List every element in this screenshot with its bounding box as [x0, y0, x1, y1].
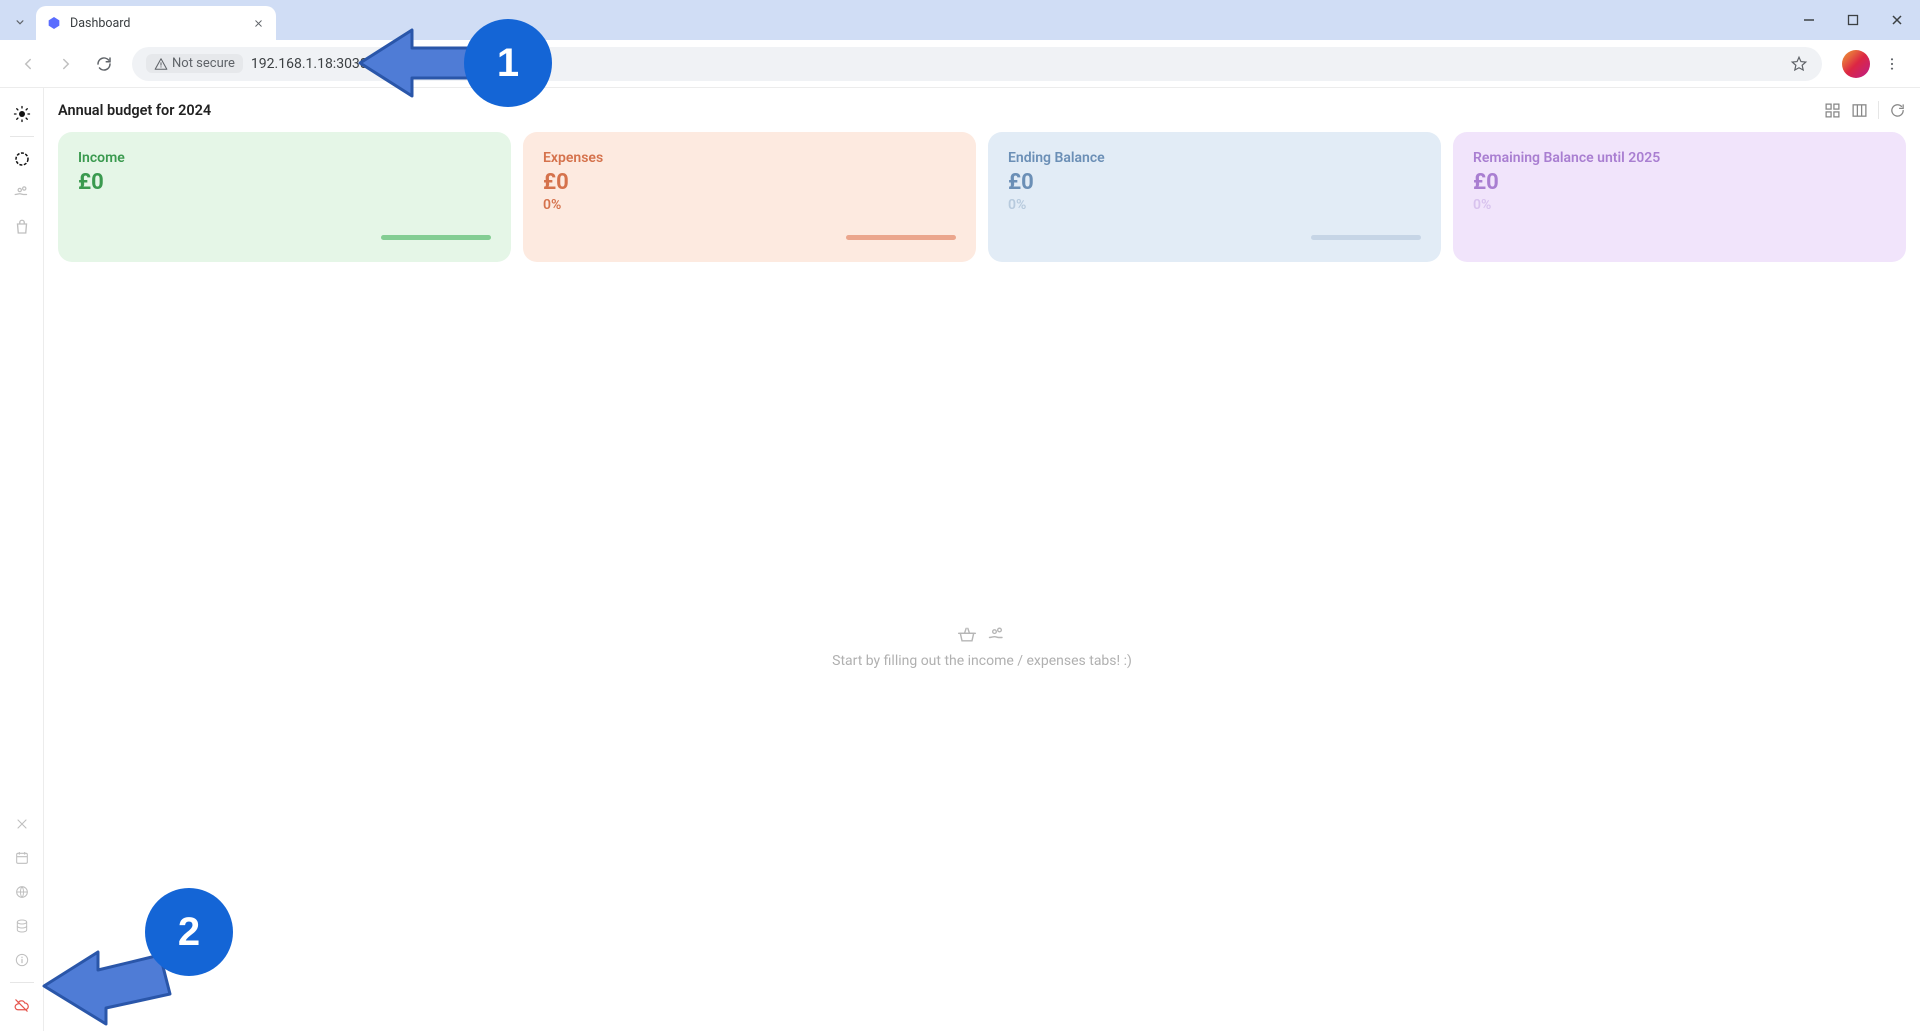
arrow-right-icon — [57, 55, 75, 73]
cloud-off-icon — [13, 997, 30, 1014]
card-progress-bar — [846, 235, 956, 240]
tabs-dropdown-button[interactable] — [8, 10, 32, 34]
warning-icon — [154, 57, 168, 71]
card-value: £0 — [543, 170, 956, 195]
tools-icon — [14, 816, 30, 832]
empty-state-text: Start by filling out the income / expens… — [832, 653, 1132, 669]
summary-card[interactable]: Income £0 — [58, 132, 511, 262]
window-close-button[interactable] — [1880, 6, 1914, 34]
empty-state: Start by filling out the income / expens… — [44, 262, 1920, 1031]
arrow-left-icon — [19, 55, 37, 73]
summary-card[interactable]: Ending Balance £0 0% — [988, 132, 1441, 262]
sidebar-item-tools[interactable] — [6, 808, 38, 840]
browser-menu-button[interactable] — [1876, 48, 1908, 80]
reload-icon — [95, 55, 113, 73]
sidebar-item-expenses[interactable] — [6, 211, 38, 243]
card-title: Ending Balance — [1008, 150, 1421, 166]
url-text: 192.168.1.18:3030 — [251, 56, 368, 72]
sidebar-divider — [10, 982, 34, 983]
tab-close-button[interactable] — [250, 15, 266, 31]
view-switcher — [1824, 101, 1906, 119]
columns-icon — [1851, 102, 1868, 119]
back-button[interactable] — [12, 48, 44, 80]
empty-state-icons — [957, 625, 1007, 645]
app-root: Annual budget for 2024 Income £0 Expenses £… — [0, 88, 1920, 1031]
summary-card[interactable]: Remaining Balance until 2025 £0 0% — [1453, 132, 1906, 262]
favicon-icon — [46, 15, 62, 31]
globe-icon — [14, 884, 30, 900]
close-icon — [253, 18, 264, 29]
divider — [1878, 101, 1879, 119]
sidebar-item-income[interactable] — [6, 177, 38, 209]
browser-tab[interactable]: Dashboard — [36, 6, 276, 40]
sidebar — [0, 88, 44, 1031]
info-icon — [14, 952, 30, 968]
security-badge[interactable]: Not secure — [146, 54, 243, 73]
card-progress-bar — [381, 235, 491, 240]
page-title: Annual budget for 2024 — [58, 102, 211, 119]
window-minimize-button[interactable] — [1792, 6, 1826, 34]
address-bar[interactable]: Not secure 192.168.1.18:3030 — [132, 47, 1822, 81]
sidebar-divider — [10, 136, 34, 137]
refresh-button[interactable] — [1889, 102, 1906, 119]
security-label: Not secure — [172, 56, 235, 71]
chevron-down-icon — [13, 15, 27, 29]
dashboard-icon — [13, 150, 31, 168]
sidebar-item-data[interactable] — [6, 910, 38, 942]
hand-coins-icon — [987, 625, 1007, 645]
browser-tab-strip: Dashboard — [0, 0, 1920, 40]
browser-toolbar: Not secure 192.168.1.18:3030 — [0, 40, 1920, 88]
sidebar-item-dashboard[interactable] — [6, 143, 38, 175]
view-grid-button[interactable] — [1824, 102, 1841, 119]
star-icon — [1790, 55, 1808, 73]
hand-coins-icon — [13, 184, 31, 202]
summary-cards: Income£0Expenses£00%Ending Balance£00%Re… — [44, 132, 1920, 262]
window-controls — [1792, 0, 1914, 40]
calendar-icon — [14, 850, 30, 866]
summary-card[interactable]: Expenses £0 0% — [523, 132, 976, 262]
dots-vertical-icon — [1884, 56, 1900, 72]
sidebar-item-info[interactable] — [6, 944, 38, 976]
page-header: Annual budget for 2024 — [44, 88, 1920, 132]
sidebar-item-cloud-off[interactable] — [6, 989, 38, 1021]
reload-button[interactable] — [88, 48, 120, 80]
sidebar-item-theme[interactable] — [6, 98, 38, 130]
refresh-icon — [1889, 102, 1906, 119]
bookmark-button[interactable] — [1790, 55, 1808, 73]
shopping-bag-icon — [13, 218, 31, 236]
card-title: Expenses — [543, 150, 956, 166]
sun-icon — [13, 105, 31, 123]
grid-icon — [1824, 102, 1841, 119]
profile-avatar[interactable] — [1842, 50, 1870, 78]
card-title: Income — [78, 150, 491, 166]
basket-icon — [957, 625, 977, 645]
main-content: Annual budget for 2024 Income £0 Expenses £… — [44, 88, 1920, 1031]
view-columns-button[interactable] — [1851, 102, 1868, 119]
sidebar-item-language[interactable] — [6, 876, 38, 908]
window-maximize-button[interactable] — [1836, 6, 1870, 34]
card-progress-bar — [1311, 235, 1421, 240]
card-value: £0 — [1008, 170, 1421, 195]
card-percentage: 0% — [543, 197, 956, 213]
card-value: £0 — [1473, 170, 1886, 195]
forward-button[interactable] — [50, 48, 82, 80]
card-percentage: 0% — [1473, 197, 1886, 213]
database-icon — [14, 918, 30, 934]
card-percentage: 0% — [1008, 197, 1421, 213]
card-value: £0 — [78, 170, 491, 195]
card-title: Remaining Balance until 2025 — [1473, 150, 1886, 166]
sidebar-item-calendar[interactable] — [6, 842, 38, 874]
tab-title: Dashboard — [70, 16, 242, 31]
